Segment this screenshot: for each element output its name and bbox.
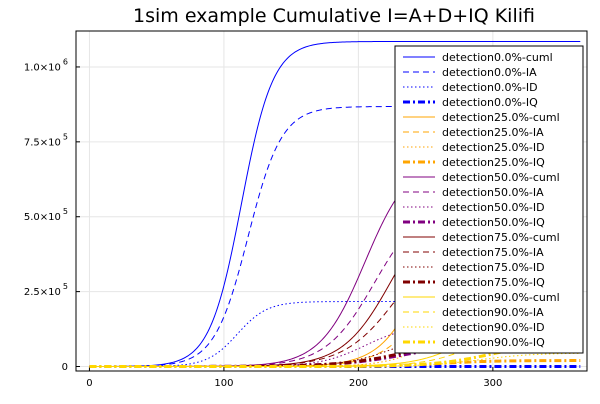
series-line-0 xyxy=(89,40,581,368)
y-tick-label-base: 2.5×10 xyxy=(24,287,61,298)
legend-label: detection50.0%-IQ xyxy=(442,216,545,229)
legend-label: detection0.0%-IA xyxy=(442,66,537,79)
chart-title: 1sim example Cumulative I=A+D+IQ Kilifi xyxy=(133,5,535,27)
legend-label: detection50.0%-IA xyxy=(442,186,544,199)
x-tick-label: 200 xyxy=(349,378,368,389)
x-tick-label: 300 xyxy=(483,378,502,389)
y-tick-label: 5.0×105 xyxy=(24,207,68,223)
legend-label: detection90.0%-ID xyxy=(442,321,545,334)
legend-label: detection90.0%-cuml xyxy=(442,291,560,304)
legend-label: detection90.0%-IQ xyxy=(442,336,545,349)
x-tick-label: 100 xyxy=(214,378,233,389)
y-tick-label-base: 1.0×10 xyxy=(24,62,61,73)
legend-label: detection75.0%-IA xyxy=(442,246,544,259)
x-tick-label: 0 xyxy=(86,378,92,389)
y-tick-label-exponent: 5 xyxy=(63,132,68,141)
y-tick-label-exponent: 5 xyxy=(63,282,68,291)
legend-label: detection25.0%-IQ xyxy=(442,156,545,169)
y-tick-label-base: 0 xyxy=(62,362,68,373)
legend-label: detection25.0%-IA xyxy=(442,126,544,139)
legend-label: detection0.0%-ID xyxy=(442,81,538,94)
x-axis: 0 100 200 300 xyxy=(86,367,502,389)
y-tick-label: 1.0×106 xyxy=(24,57,68,73)
legend-box xyxy=(394,45,584,354)
plot-frame xyxy=(75,30,588,372)
legend: detection0.0%-cuml detection0.0%-IA detect… xyxy=(394,45,584,354)
y-tick-label: 0 xyxy=(62,362,68,373)
y-tick-label-base: 7.5×10 xyxy=(24,137,61,148)
y-tick-label-exponent: 6 xyxy=(63,57,68,66)
legend-label: detection25.0%-cuml xyxy=(442,111,560,124)
legend-label: detection25.0%-ID xyxy=(442,141,545,154)
legend-label: detection90.0%-IA xyxy=(442,306,544,319)
legend-label: detection75.0%-ID xyxy=(442,261,545,274)
y-tick-label: 7.5×105 xyxy=(24,132,68,148)
legend-label: detection50.0%-ID xyxy=(442,201,545,214)
legend-label: detection0.0%-IQ xyxy=(442,96,538,109)
legend-label: detection75.0%-IQ xyxy=(442,276,545,289)
legend-label: detection50.0%-cuml xyxy=(442,171,560,184)
y-tick-label: 2.5×105 xyxy=(24,282,68,298)
y-tick-label-exponent: 5 xyxy=(63,207,68,216)
legend-label: detection75.0%-cuml xyxy=(442,231,560,244)
legend-label: detection0.0%-cuml xyxy=(442,51,553,64)
y-tick-label-base: 5.0×10 xyxy=(24,212,61,223)
